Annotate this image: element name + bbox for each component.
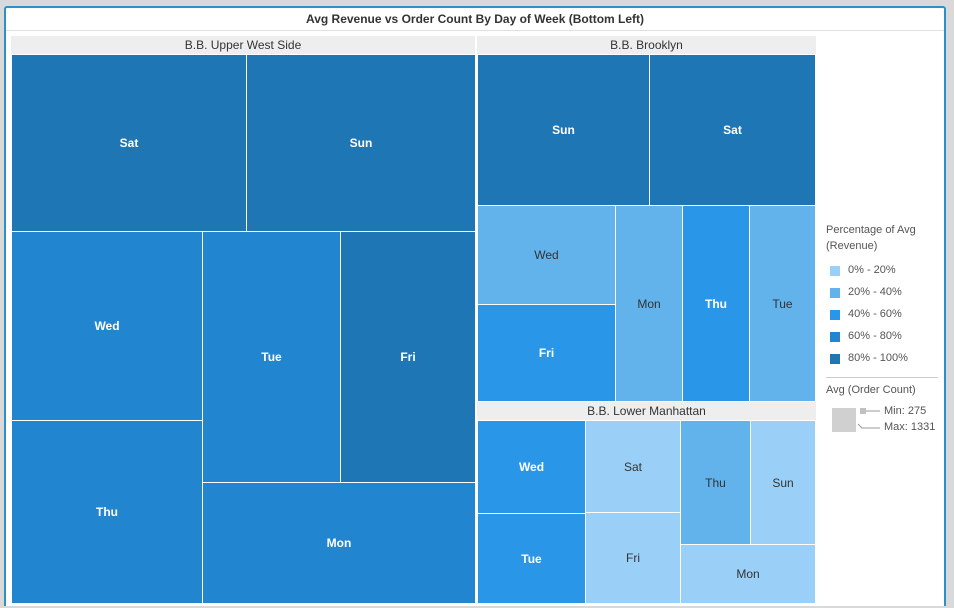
legend-label: 0% - 20% <box>848 264 896 276</box>
treemap-cell[interactable]: Sat <box>11 54 247 232</box>
legend-swatch <box>830 310 840 320</box>
color-legend: Percentage of Avg (Revenue) 0% - 20% 20% … <box>826 222 938 370</box>
legend-label: 20% - 40% <box>848 286 902 298</box>
legend-label: 40% - 60% <box>848 308 902 320</box>
treemap-cell[interactable]: Sat <box>585 420 681 513</box>
size-legend-connector <box>857 410 880 429</box>
color-legend-title: Percentage of Avg (Revenue) <box>826 224 916 252</box>
treemap-cell[interactable]: Tue <box>749 205 816 402</box>
legend-swatch <box>830 266 840 276</box>
legend-divider <box>826 377 938 378</box>
treemap-cell[interactable]: Fri <box>477 304 616 402</box>
legend-item: 20% - 40% <box>826 282 938 304</box>
size-legend-large-swatch <box>832 408 856 432</box>
treemap-cell[interactable]: Wed <box>477 420 586 514</box>
legend-item: 60% - 80% <box>826 326 938 348</box>
legend-label: 80% - 100% <box>848 352 908 364</box>
legend-item: 40% - 60% <box>826 304 938 326</box>
legend-item: 0% - 20% <box>826 260 938 282</box>
group-header: B.B. Lower Manhattan <box>477 402 816 420</box>
legend-swatch <box>830 332 840 342</box>
treemap-cell[interactable]: Sun <box>246 54 476 232</box>
treemap-cell[interactable]: Tue <box>477 513 586 604</box>
size-legend-max: Max: 1331 <box>884 421 936 433</box>
treemap-cell[interactable]: Mon <box>615 205 683 402</box>
treemap-cell[interactable]: Fri <box>585 512 681 604</box>
treemap-cell[interactable]: Wed <box>11 231 203 421</box>
treemap-cell[interactable]: Sat <box>649 54 816 206</box>
legend-swatch <box>830 288 840 298</box>
treemap-cell[interactable]: Thu <box>680 420 751 545</box>
treemap-cell[interactable]: Tue <box>202 231 341 483</box>
size-legend: Avg (Order Count) Min: 275 Max: 1331 <box>826 384 941 433</box>
legend-item: 80% - 100% <box>826 348 938 370</box>
legend-label: 60% - 80% <box>848 330 902 342</box>
title-divider <box>6 30 944 31</box>
legend-swatch <box>830 354 840 364</box>
treemap-cell[interactable]: Thu <box>11 420 203 604</box>
treemap-cell[interactable]: Mon <box>680 544 816 604</box>
size-legend-title: Avg (Order Count) <box>826 384 916 396</box>
chart-title: Avg Revenue vs Order Count By Day of Wee… <box>305 12 645 26</box>
treemap-cell[interactable]: Wed <box>477 205 616 305</box>
group-header: B.B. Brooklyn <box>477 36 816 54</box>
treemap-cell[interactable]: Sun <box>750 420 816 545</box>
treemap-cell[interactable]: Sun <box>477 54 650 206</box>
size-legend-min: Min: 275 <box>884 405 927 417</box>
treemap-cell[interactable]: Thu <box>682 205 750 402</box>
size-legend-small-swatch <box>860 408 866 414</box>
group-header: B.B. Upper West Side <box>11 36 475 54</box>
treemap-cell[interactable]: Fri <box>340 231 476 483</box>
treemap-cell[interactable]: Mon <box>202 482 476 604</box>
